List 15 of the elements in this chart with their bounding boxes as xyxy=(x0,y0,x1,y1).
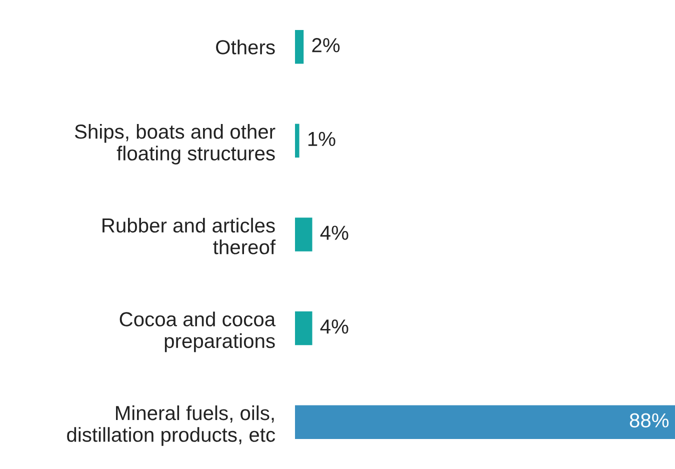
data-label: 4% xyxy=(320,320,348,334)
y-tick-label: Rubber and articles thereof xyxy=(102,218,276,254)
data-label: 4% xyxy=(320,226,348,240)
bar xyxy=(294,311,312,346)
y-tick-label: Ships, boats and other floating structures xyxy=(74,124,276,164)
bar xyxy=(294,124,300,158)
data-label: 88% xyxy=(630,413,669,428)
bar xyxy=(294,218,312,252)
y-tick-label: Mineral fuels, oils, distillation products, etc xyxy=(67,405,276,446)
bar xyxy=(294,30,304,64)
data-label: 1% xyxy=(308,132,336,146)
data-label: 2% xyxy=(312,38,340,52)
y-tick-label: Cocoa and cocoa preparations xyxy=(120,312,276,352)
y-tick-label: Others xyxy=(216,40,275,54)
bar xyxy=(294,405,675,439)
